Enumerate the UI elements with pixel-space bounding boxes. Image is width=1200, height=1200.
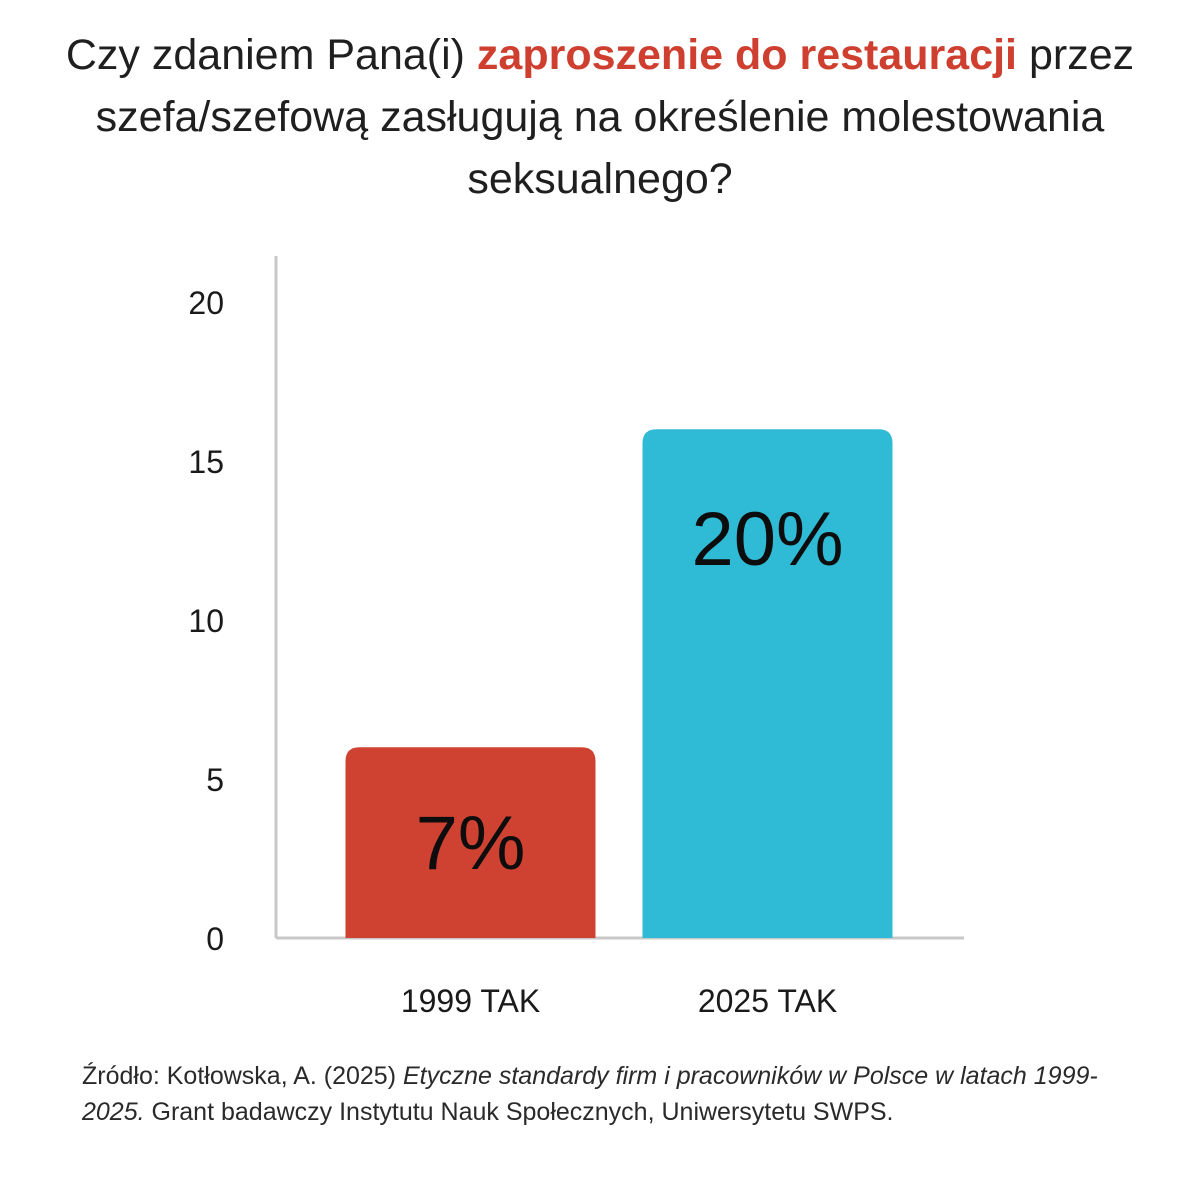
bar-2: [642, 429, 893, 938]
chart-title: Czy zdaniem Pana(i) zaproszenie do resta…: [60, 24, 1140, 210]
y-tick-label: 20: [188, 285, 224, 321]
y-tick-label: 10: [188, 603, 224, 639]
source-suffix: Grant badawczy Instytutu Nauk Społecznyc…: [144, 1098, 894, 1126]
bar-1: [345, 747, 596, 938]
bar-data-label: 7%: [416, 801, 526, 886]
title-part-1: Czy zdaniem Pana(i): [65, 31, 477, 79]
bar-data-label: 20%: [691, 497, 843, 582]
source-prefix: Źródło: Kotłowska, A. (2025): [82, 1062, 403, 1090]
x-category-label: 2025 TAK: [698, 983, 837, 1019]
title-highlight: zaproszenie do restauracji: [476, 31, 1018, 79]
source-note: Źródło: Kotłowska, A. (2025) Etyczne sta…: [82, 1058, 1142, 1130]
y-tick-label: 15: [188, 444, 224, 480]
x-category-label: 1999 TAK: [401, 983, 540, 1019]
y-tick-label: 5: [206, 762, 224, 798]
y-tick-label: 0: [206, 921, 224, 957]
bar-chart: 0 5 10 15 20 7% 1999 TAK 20% 2025 TAK: [188, 256, 964, 1019]
title-part-2: przez szefa/szefową zasługują na określe…: [95, 31, 1135, 203]
source-title: Etyczne standardy firm i pracowników w P…: [82, 1062, 1098, 1126]
